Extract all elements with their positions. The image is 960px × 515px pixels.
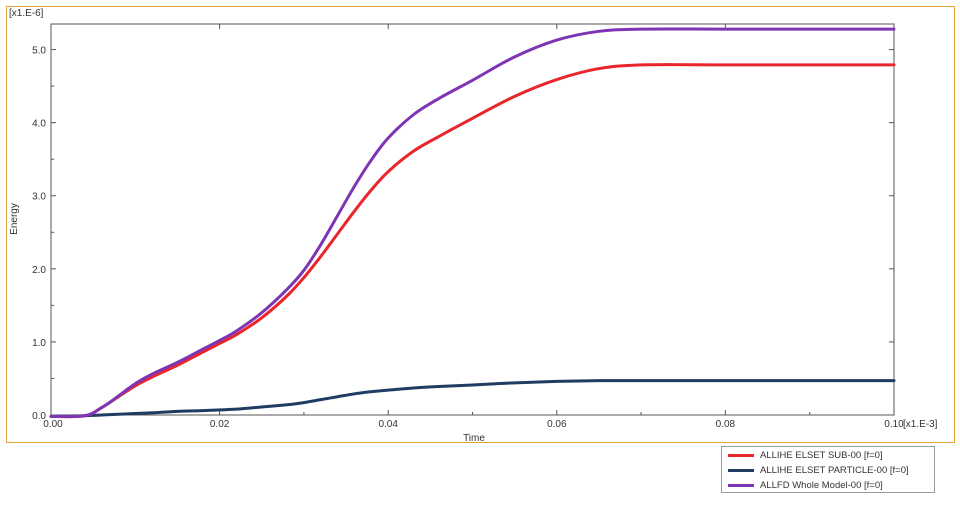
series-line-1 — [49, 63, 896, 419]
legend-swatch — [728, 454, 754, 457]
legend-label: ALLFD Whole Model-00 [f=0] — [760, 480, 883, 491]
series-line-3 — [49, 27, 896, 419]
y-tick-label: 4.0 — [32, 119, 46, 130]
y-axis-label: Energy — [9, 203, 20, 235]
legend-entry: ALLIHE ELSET SUB-00 [f=0] — [722, 448, 934, 463]
legend-swatch — [728, 469, 754, 472]
chart-frame — [6, 6, 955, 443]
legend-swatch — [728, 484, 754, 487]
series-layer — [49, 27, 896, 419]
axis-labels: 0.00 0.02 0.04 0.06 0.08 0.10 0.0 1.0 2.0 3.0 4.0 5… — [32, 46, 904, 430]
y-tick-label: 2.0 — [32, 265, 46, 276]
plot-area — [50, 23, 895, 416]
x-tick-label: 0.04 — [378, 419, 398, 430]
y-tick-label: 1.0 — [32, 338, 46, 349]
series-line-2 — [49, 379, 896, 418]
x-axis-label: Time — [463, 433, 485, 444]
x-tick-label: 0.10 — [884, 419, 904, 430]
legend: ALLIHE ELSET SUB-00 [f=0] ALLIHE ELSET P… — [721, 446, 935, 493]
x-tick-label: 0.02 — [210, 419, 230, 430]
legend-label: ALLIHE ELSET SUB-00 [f=0] — [760, 450, 883, 461]
legend-entry: ALLFD Whole Model-00 [f=0] — [722, 478, 934, 493]
y-tick-label: 3.0 — [32, 192, 46, 203]
y-tick-label: 0.0 — [32, 411, 46, 422]
x-multiplier: [x1.E-3] — [903, 419, 938, 430]
x-tick-label: 0.00 — [43, 419, 63, 430]
x-tick-label: 0.08 — [716, 419, 736, 430]
legend-label: ALLIHE ELSET PARTICLE-00 [f=0] — [760, 465, 909, 476]
x-tick-label: 0.06 — [547, 419, 567, 430]
y-multiplier: [x1.E-6] — [9, 8, 44, 19]
legend-entry: ALLIHE ELSET PARTICLE-00 [f=0] — [722, 463, 934, 478]
y-tick-label: 5.0 — [32, 46, 46, 57]
